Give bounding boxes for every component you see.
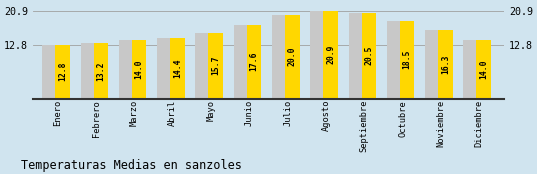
Bar bbox=[438, 30, 453, 98]
Bar bbox=[272, 15, 287, 98]
Bar bbox=[55, 45, 70, 98]
Text: 16.3: 16.3 bbox=[441, 55, 450, 74]
Text: 20.0: 20.0 bbox=[288, 47, 297, 66]
Bar bbox=[195, 33, 210, 98]
Bar bbox=[246, 25, 261, 98]
Text: 20.9: 20.9 bbox=[326, 45, 335, 64]
Text: 14.4: 14.4 bbox=[173, 59, 182, 78]
Text: 15.7: 15.7 bbox=[211, 56, 220, 75]
Bar bbox=[170, 38, 185, 98]
Bar bbox=[425, 30, 440, 98]
Bar bbox=[476, 40, 491, 98]
Text: 18.5: 18.5 bbox=[403, 50, 411, 69]
Bar bbox=[323, 11, 338, 98]
Bar bbox=[119, 40, 133, 98]
Bar bbox=[463, 40, 478, 98]
Bar bbox=[42, 45, 57, 98]
Bar bbox=[157, 38, 172, 98]
Text: 14.0: 14.0 bbox=[479, 60, 488, 79]
Text: Temperaturas Medias en sanzoles: Temperaturas Medias en sanzoles bbox=[21, 159, 242, 172]
Bar bbox=[387, 21, 401, 98]
Bar bbox=[349, 13, 363, 98]
Bar bbox=[208, 33, 223, 98]
Bar bbox=[234, 25, 248, 98]
Text: 17.6: 17.6 bbox=[250, 52, 258, 71]
Text: 12.8: 12.8 bbox=[58, 62, 67, 81]
Bar bbox=[132, 40, 147, 98]
Bar bbox=[285, 15, 300, 98]
Text: 13.2: 13.2 bbox=[96, 61, 105, 81]
Bar bbox=[361, 13, 376, 98]
Bar bbox=[81, 43, 95, 98]
Text: 20.5: 20.5 bbox=[364, 46, 373, 65]
Bar bbox=[400, 21, 415, 98]
Bar bbox=[310, 11, 325, 98]
Text: 14.0: 14.0 bbox=[135, 60, 143, 79]
Bar bbox=[93, 43, 108, 98]
